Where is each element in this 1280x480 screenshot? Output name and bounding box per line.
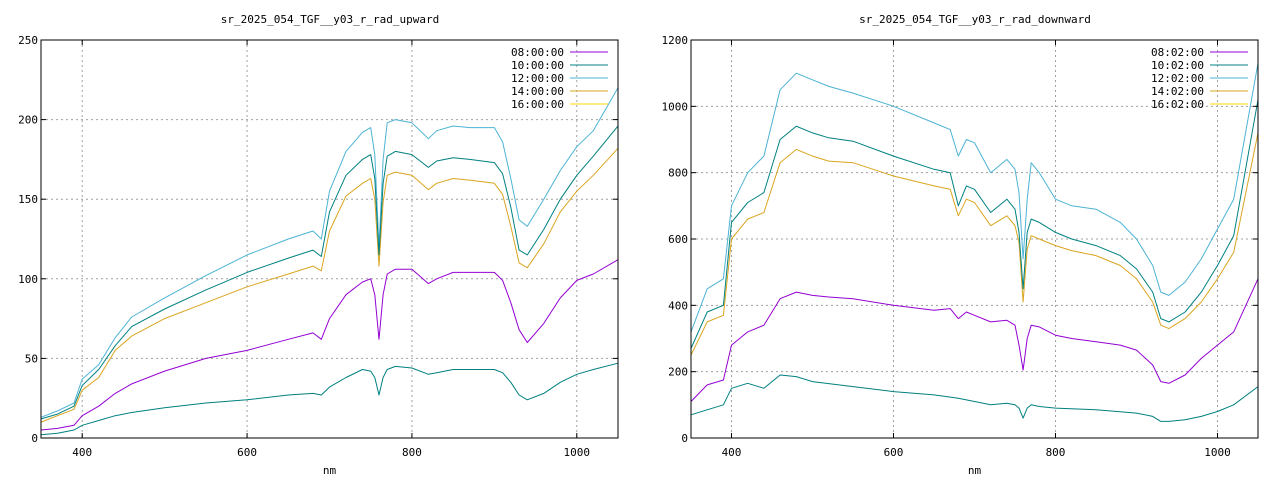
x-tick-label: 600: [884, 446, 904, 459]
series-line: [40, 362, 619, 436]
legend-label: 08:00:00: [511, 46, 564, 59]
plot-frame: [40, 39, 619, 439]
legend-label: 16:00:00: [511, 98, 564, 111]
x-tick-label: 400: [72, 446, 92, 459]
y-tick-label: 100: [18, 273, 38, 286]
y-tick-label: 150: [18, 193, 38, 206]
x-tick-label: 1000: [1204, 446, 1231, 459]
series-line: [690, 374, 1259, 422]
x-tick-label: 1000: [564, 446, 591, 459]
y-tick-label: 800: [668, 167, 688, 180]
chart-panel-0: sr_2025_054_TGF__y03_r_rad_upward 400 600 8…: [18, 13, 619, 477]
y-tick-label: 0: [681, 432, 688, 445]
series-line: [690, 99, 1259, 349]
series-line: [40, 125, 619, 420]
series-line: [40, 87, 619, 418]
series-line: [40, 259, 619, 431]
legend-label: 10:00:00: [511, 59, 564, 72]
x-tick-label: 600: [237, 446, 257, 459]
legend-label: 08:02:00: [1151, 46, 1204, 59]
y-tick-label: 1000: [662, 100, 689, 113]
y-tick-label: 1200: [662, 34, 689, 47]
chart-panel-1: sr_2025_054_TGF__y03_r_rad_downward 400 60…: [662, 13, 1259, 477]
x-tick-label: 800: [1046, 446, 1066, 459]
y-tick-label: 200: [668, 366, 688, 379]
y-tick-label: 200: [18, 114, 38, 127]
legend-label: 12:00:00: [511, 72, 564, 85]
series-line: [690, 63, 1259, 333]
legend-label: 16:02:00: [1151, 98, 1204, 111]
legend-label: 14:00:00: [511, 85, 564, 98]
x-axis-label: nm: [323, 464, 337, 477]
x-tick-label: 800: [402, 446, 422, 459]
series-line: [690, 132, 1259, 356]
y-tick-label: 600: [668, 233, 688, 246]
chart-title: sr_2025_054_TGF__y03_r_rad_upward: [221, 13, 440, 26]
series-line: [690, 278, 1259, 402]
y-tick-label: 250: [18, 34, 38, 47]
y-tick-label: 0: [31, 432, 38, 445]
x-axis-label: nm: [968, 464, 982, 477]
legend-label: 12:02:00: [1151, 72, 1204, 85]
legend-label: 10:02:00: [1151, 59, 1204, 72]
y-tick-label: 50: [25, 352, 38, 365]
y-tick-label: 400: [668, 299, 688, 312]
series-line: [40, 147, 619, 423]
x-tick-label: 400: [722, 446, 742, 459]
chart-title: sr_2025_054_TGF__y03_r_rad_downward: [859, 13, 1091, 26]
legend-label: 14:02:00: [1151, 85, 1204, 98]
